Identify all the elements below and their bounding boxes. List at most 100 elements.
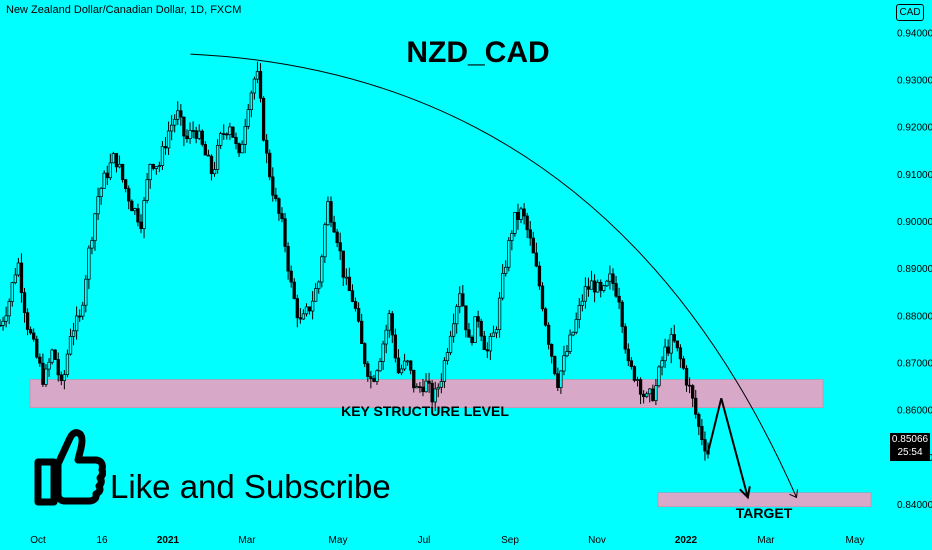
candle-body	[332, 221, 336, 233]
candle-body	[494, 329, 499, 334]
candle-body	[341, 250, 345, 278]
candle-body	[99, 187, 103, 198]
candle-body	[102, 172, 106, 189]
candle-body	[366, 363, 370, 377]
candle-body	[617, 295, 621, 303]
candle-body	[353, 301, 358, 309]
candle-body	[7, 301, 11, 317]
candle-body	[614, 283, 618, 297]
candle-body	[672, 334, 676, 342]
candle-body	[228, 126, 232, 135]
candle-body	[96, 196, 100, 215]
candle-body	[16, 262, 21, 276]
candle-body	[669, 334, 673, 354]
candle-body	[574, 319, 578, 333]
candle-body	[148, 163, 152, 181]
candle-body	[599, 281, 603, 291]
candle-body	[455, 306, 459, 325]
candle-body	[580, 300, 584, 306]
x-tick-label: Mar	[757, 535, 775, 546]
candle-body	[445, 352, 450, 362]
candle-body	[338, 242, 342, 252]
candle-body	[583, 286, 588, 302]
candle-body	[350, 290, 355, 302]
candle-body	[127, 188, 131, 202]
x-tick-label: May	[846, 535, 865, 546]
candle-body	[323, 224, 327, 258]
candle-body	[507, 240, 511, 268]
candle-body	[543, 308, 548, 326]
candle-body	[645, 393, 649, 397]
candle-body	[510, 233, 514, 242]
candle-body	[415, 386, 419, 389]
candle-body	[632, 366, 637, 381]
candle-body	[206, 154, 211, 157]
candle-body	[10, 282, 14, 302]
candle-body	[59, 374, 63, 381]
candle-body	[87, 247, 91, 280]
candle-body	[286, 246, 290, 272]
candle-body	[130, 200, 134, 212]
candle-body	[298, 317, 303, 320]
candle-body	[32, 332, 36, 340]
candle-body	[369, 376, 373, 379]
candle-body	[700, 426, 704, 440]
candle-body	[274, 194, 278, 200]
candle-body	[292, 281, 296, 299]
candle-body	[142, 200, 146, 229]
candle-body	[546, 324, 551, 345]
candle-body	[78, 315, 82, 318]
y-tick-label: 0.86000	[897, 406, 932, 417]
candle-body	[157, 165, 162, 167]
candle-body	[277, 198, 281, 214]
candle-body	[47, 361, 51, 370]
x-tick-label: Mar	[238, 535, 256, 546]
candle-body	[108, 162, 112, 179]
candle-body	[191, 130, 195, 132]
thumbs-up-icon[interactable]	[34, 428, 106, 506]
candle-body	[356, 308, 361, 322]
candle-body	[301, 313, 306, 320]
y-tick-label: 0.91000	[897, 170, 932, 181]
candle-body	[464, 305, 468, 331]
candle-body	[185, 135, 189, 139]
candle-body	[234, 136, 238, 144]
candle-body	[427, 380, 431, 384]
candle-body	[22, 292, 27, 314]
y-tick-label: 0.92000	[897, 123, 932, 134]
candle-body	[344, 276, 348, 279]
candle-body	[375, 370, 379, 382]
candle-body	[381, 343, 385, 362]
candle-body	[120, 163, 125, 181]
candle-body	[151, 163, 155, 169]
candle-body	[537, 265, 542, 287]
candle-body	[124, 179, 128, 189]
candle-body	[139, 221, 143, 229]
candle-body	[179, 110, 183, 118]
candle-body	[222, 133, 226, 135]
candle-body	[473, 316, 477, 343]
candle-body	[68, 336, 73, 355]
candle-body	[41, 362, 45, 385]
candle-body	[387, 313, 391, 331]
candle-body	[243, 126, 247, 145]
candle-body	[62, 374, 67, 381]
x-tick-label: Nov	[588, 535, 606, 546]
candle-body	[74, 315, 79, 332]
candle-body	[620, 301, 624, 327]
currency-badge[interactable]: CAD	[896, 4, 924, 21]
projection-path	[707, 398, 749, 498]
candle-body	[641, 393, 646, 397]
candle-body	[81, 304, 85, 317]
candle-body	[212, 169, 217, 175]
candle-body	[467, 329, 471, 338]
candle-body	[629, 360, 634, 367]
candle-body	[491, 332, 496, 337]
candle-body	[448, 335, 453, 353]
candle-body	[626, 348, 630, 362]
candle-body	[261, 97, 266, 141]
candle-body	[433, 388, 437, 403]
candle-body	[638, 379, 643, 395]
candle-body	[418, 386, 422, 388]
